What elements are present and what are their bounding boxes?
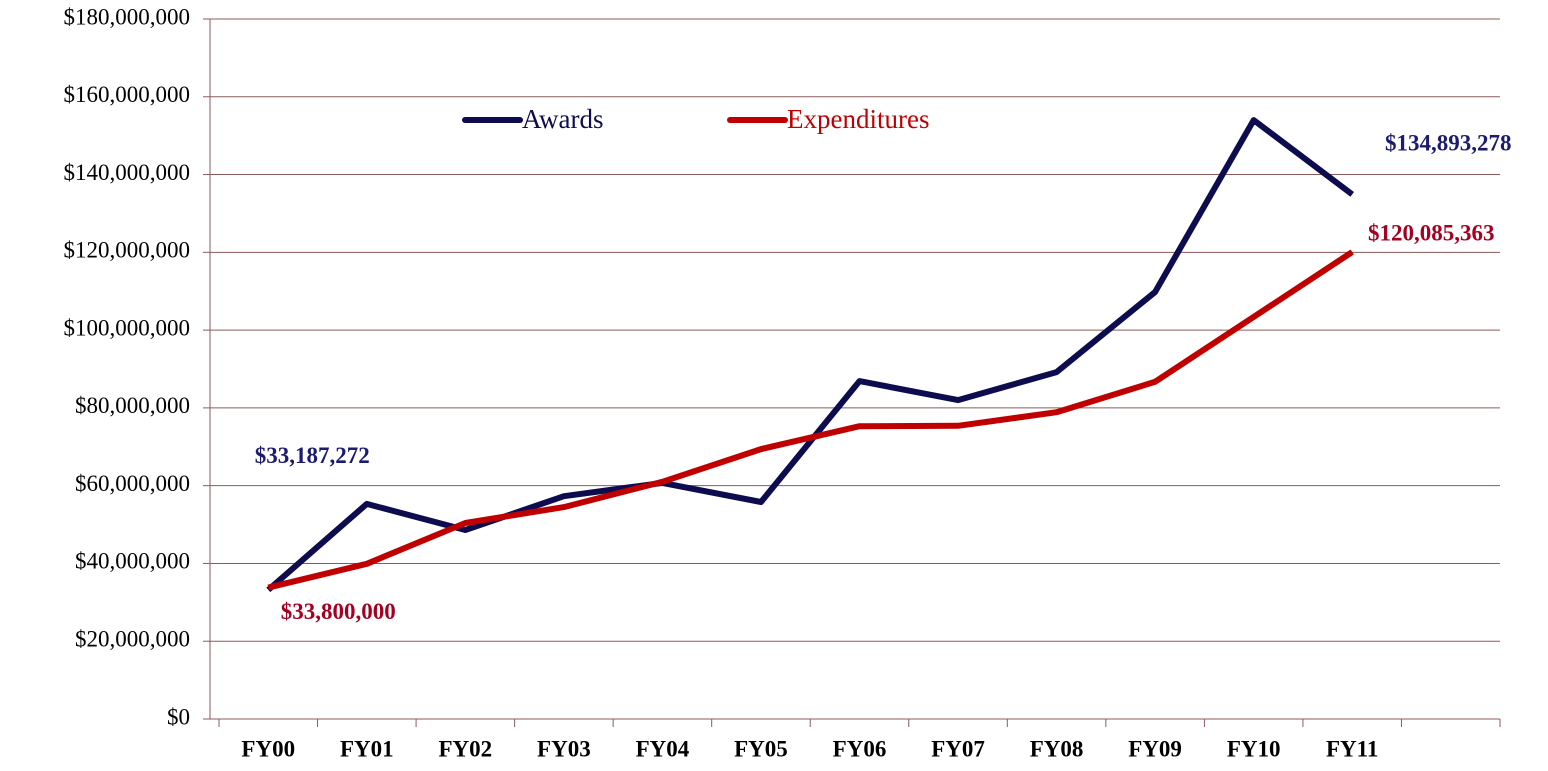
x-tick-label: FY08 [1030,736,1084,761]
x-tick-label: FY01 [340,736,394,761]
data-label: $33,800,000 [281,599,396,624]
series-line [267,249,1354,591]
data-label: $33,187,272 [255,443,370,468]
x-tick-label: FY06 [833,736,887,761]
x-tick-label: FY11 [1326,736,1378,761]
y-tick-label: $100,000,000 [64,315,191,340]
x-tick-label: FY02 [439,736,493,761]
y-tick-label: $20,000,000 [75,627,190,652]
y-tick-label: $180,000,000 [64,4,191,29]
x-tick-label: FY04 [636,736,690,761]
y-tick-label: $40,000,000 [75,549,190,574]
legend-label: Awards [522,104,604,134]
y-tick-label: $0 [167,704,190,729]
data-label: $120,085,363 [1368,220,1495,245]
y-tick-label: $160,000,000 [64,82,191,107]
x-tick-label: FY09 [1128,736,1182,761]
x-tick-label: FY00 [241,736,295,761]
x-tick-label: FY03 [537,736,591,761]
x-tick-label: FY07 [931,736,985,761]
x-tick-label: FY05 [734,736,788,761]
y-tick-label: $140,000,000 [64,160,191,185]
data-label: $134,893,278 [1385,131,1512,156]
x-tick-label: FY10 [1227,736,1281,761]
y-tick-label: $120,000,000 [64,238,191,263]
y-tick-label: $80,000,000 [75,393,190,418]
series-line [266,117,1355,593]
y-tick-label: $60,000,000 [75,471,190,496]
legend-label: Expenditures [787,104,929,134]
